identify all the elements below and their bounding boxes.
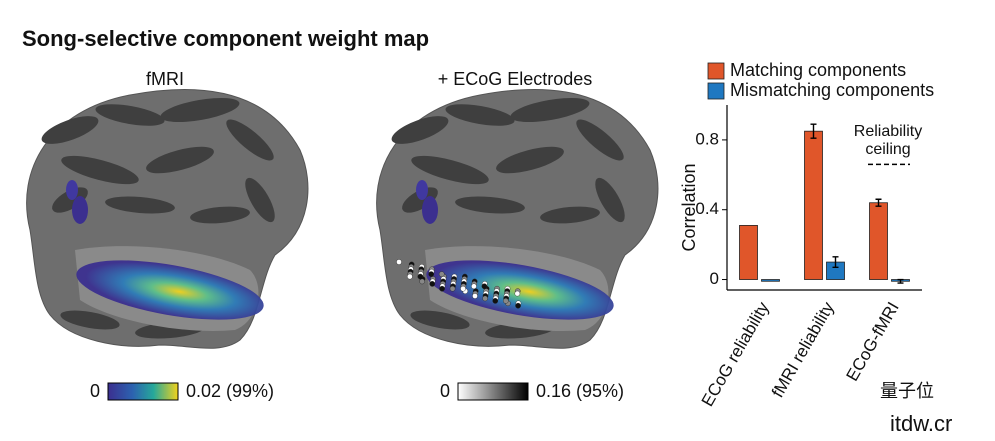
sulcus	[445, 104, 515, 126]
scale-min: 0	[440, 381, 450, 401]
y-tick-label: 0	[710, 269, 719, 288]
weight-patch	[76, 260, 264, 320]
watermark-url: itdw.cr	[890, 411, 952, 436]
sulcus	[411, 155, 489, 185]
electrode	[482, 295, 488, 302]
y-tick-label: 0.4	[695, 199, 719, 218]
sulcus	[61, 155, 139, 185]
watermark: 量子位	[880, 381, 934, 401]
sulcus	[496, 146, 564, 174]
legend-label: Mismatching components	[730, 80, 934, 100]
sulcus	[52, 187, 88, 213]
scale-max: 0.02 (99%)	[186, 381, 274, 401]
bar	[804, 130, 823, 280]
sulcus	[595, 177, 625, 223]
panel-label: + ECoG Electrodes	[438, 69, 593, 89]
color-scale	[457, 382, 529, 401]
scale-min: 0	[90, 381, 100, 401]
electrode	[460, 285, 466, 292]
electrode	[439, 285, 445, 292]
brain	[26, 89, 309, 349]
electrode	[502, 298, 509, 304]
annotation: ceiling	[865, 141, 910, 158]
sulcus	[95, 104, 165, 126]
figure-title: Song-selective component weight map	[22, 26, 429, 51]
weight-patch	[416, 180, 428, 200]
electrode	[492, 298, 499, 304]
sulcus	[60, 310, 120, 330]
y-axis-label: Correlation	[679, 163, 699, 251]
sulcus	[455, 196, 525, 214]
sulcus	[410, 310, 470, 330]
electrode	[396, 259, 402, 265]
error-bar	[810, 123, 817, 139]
y-tick-label: 0.8	[695, 129, 719, 148]
error-bar	[897, 278, 904, 284]
error-bar	[875, 198, 882, 207]
sulcus	[160, 97, 240, 123]
legend-swatch	[707, 62, 725, 80]
annotation: Reliability	[854, 123, 922, 140]
legend-label: Matching components	[730, 60, 906, 80]
sulcus	[146, 146, 214, 174]
electrode	[417, 273, 424, 280]
sulcus	[226, 119, 274, 161]
electrode	[428, 271, 435, 277]
scale-max: 0.16 (95%)	[536, 381, 624, 401]
sulcus	[540, 206, 600, 224]
electrode	[514, 290, 521, 297]
error-bar	[832, 256, 839, 269]
brain-panels: fMRI 0 0.02 (99%) + ECoG Electrodes 0 0.16 (9…	[26, 69, 659, 401]
electrode	[407, 273, 413, 280]
color-scale	[107, 382, 179, 401]
sulcus	[41, 116, 99, 144]
weight-patch	[66, 180, 78, 200]
electrode	[515, 302, 521, 309]
weight-patch	[72, 196, 88, 224]
sulcus	[245, 177, 275, 223]
brain	[376, 89, 659, 349]
electrode	[472, 293, 478, 299]
electrode	[419, 278, 425, 285]
bar	[869, 202, 888, 280]
sulcus	[105, 196, 175, 214]
bar	[739, 225, 758, 280]
weight-patch	[422, 196, 438, 224]
x-tick-label: ECoG-fMRI	[842, 299, 902, 385]
sulcus	[391, 116, 449, 144]
panel-label: fMRI	[146, 69, 184, 89]
sulcus	[510, 97, 590, 123]
electrode	[481, 283, 488, 290]
sulcus	[402, 187, 438, 213]
sulcus	[190, 206, 250, 224]
bar	[761, 279, 780, 282]
x-tick-label: ECoG reliability	[698, 298, 773, 409]
legend-swatch	[707, 82, 725, 100]
electrode	[449, 285, 456, 292]
electrode	[438, 271, 445, 277]
electrode	[429, 281, 436, 287]
sulcus	[576, 119, 624, 161]
x-tick-label: fMRI reliability	[768, 298, 838, 400]
electrode	[471, 283, 477, 290]
